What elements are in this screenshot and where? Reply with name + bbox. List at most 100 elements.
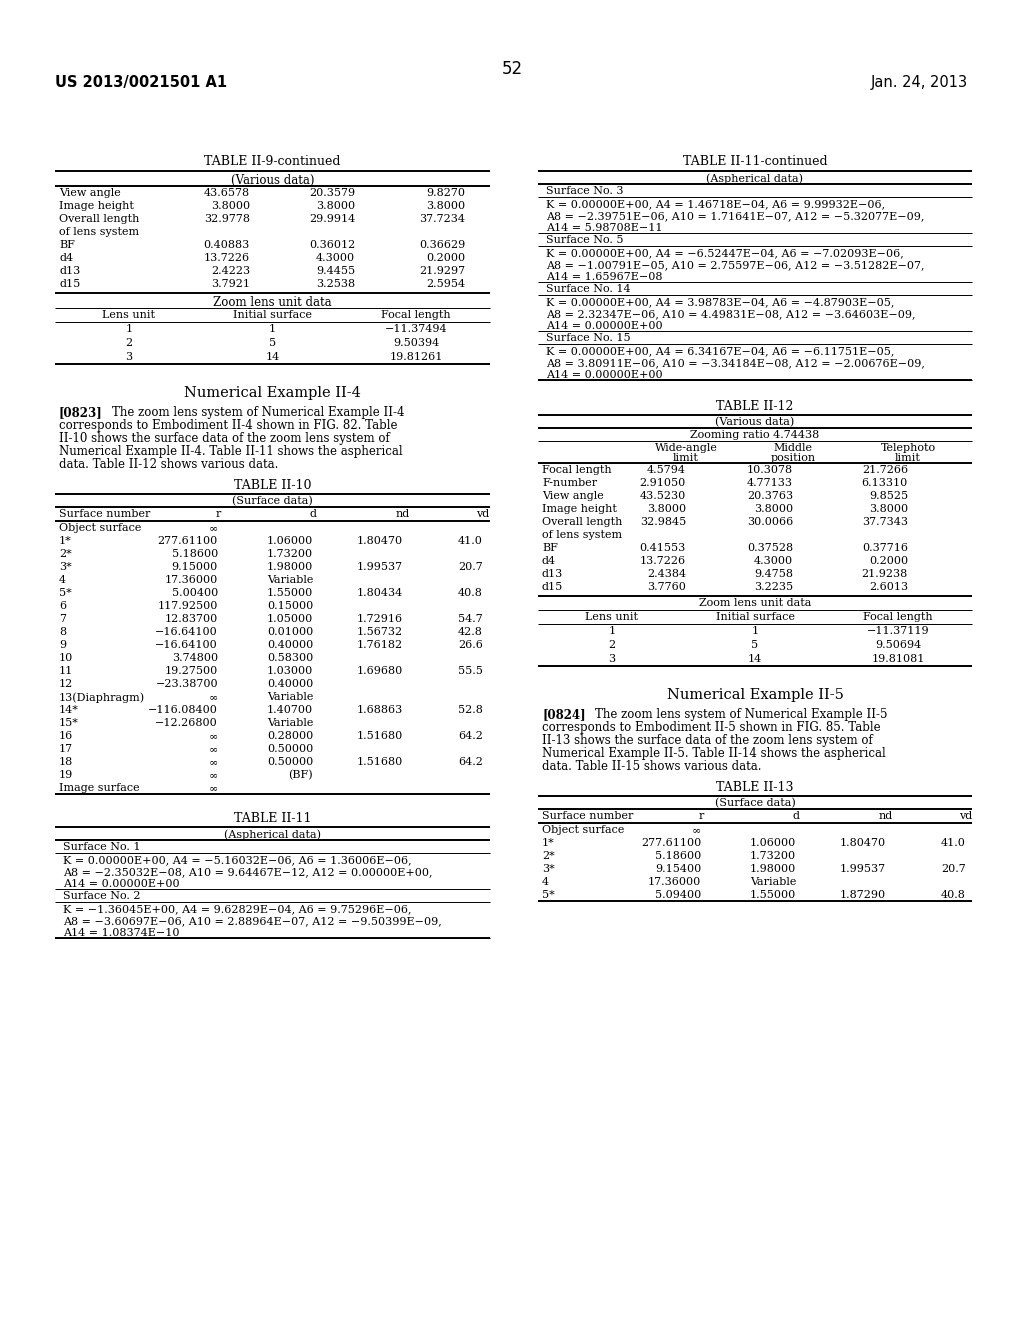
Text: 10.3078: 10.3078 xyxy=(746,465,793,475)
Text: 5.00400: 5.00400 xyxy=(172,587,218,598)
Text: 277.61100: 277.61100 xyxy=(158,536,218,546)
Text: Focal length: Focal length xyxy=(381,310,451,319)
Text: ∞: ∞ xyxy=(209,744,218,754)
Text: A14 = 1.65967E−08: A14 = 1.65967E−08 xyxy=(546,272,663,282)
Text: of lens system: of lens system xyxy=(59,227,139,238)
Text: A8 = 3.80911E−06, A10 = −3.34184E−08, A12 = −2.00676E−09,: A8 = 3.80911E−06, A10 = −3.34184E−08, A1… xyxy=(546,358,925,368)
Text: d: d xyxy=(793,810,800,821)
Text: (Aspherical data): (Aspherical data) xyxy=(224,829,321,840)
Text: 6: 6 xyxy=(59,601,67,611)
Text: 11: 11 xyxy=(59,667,74,676)
Text: Lens unit: Lens unit xyxy=(102,310,156,319)
Text: 9: 9 xyxy=(59,640,67,649)
Text: 21.7266: 21.7266 xyxy=(862,465,908,475)
Text: 1.98000: 1.98000 xyxy=(750,865,796,874)
Text: 3.8000: 3.8000 xyxy=(315,201,355,211)
Text: The zoom lens system of Numerical Example II-5: The zoom lens system of Numerical Exampl… xyxy=(580,708,888,721)
Text: ∞: ∞ xyxy=(209,783,218,793)
Text: 52.8: 52.8 xyxy=(458,705,483,715)
Text: Overall length: Overall length xyxy=(542,517,623,527)
Text: 19.81261: 19.81261 xyxy=(389,352,442,362)
Text: 0.58300: 0.58300 xyxy=(266,653,313,663)
Text: −23.38700: −23.38700 xyxy=(156,678,218,689)
Text: 20.7: 20.7 xyxy=(941,865,966,874)
Text: A14 = 0.00000E+00: A14 = 0.00000E+00 xyxy=(546,321,663,331)
Text: 13(Diaphragm): 13(Diaphragm) xyxy=(59,692,145,702)
Text: d4: d4 xyxy=(59,253,73,263)
Text: Middle: Middle xyxy=(773,444,812,453)
Text: Variable: Variable xyxy=(750,876,796,887)
Text: F-number: F-number xyxy=(542,478,597,488)
Text: 3.8000: 3.8000 xyxy=(211,201,250,211)
Text: 13.7226: 13.7226 xyxy=(640,556,686,566)
Text: 2.91050: 2.91050 xyxy=(640,478,686,488)
Text: 19: 19 xyxy=(59,770,74,780)
Text: 1.80434: 1.80434 xyxy=(356,587,403,598)
Text: d13: d13 xyxy=(59,267,80,276)
Text: −116.08400: −116.08400 xyxy=(148,705,218,715)
Text: 3: 3 xyxy=(125,352,132,362)
Text: 117.92500: 117.92500 xyxy=(158,601,218,611)
Text: 0.2000: 0.2000 xyxy=(426,253,465,263)
Text: Focal length: Focal length xyxy=(863,612,933,622)
Text: Image height: Image height xyxy=(59,201,134,211)
Text: 5.09400: 5.09400 xyxy=(654,890,701,900)
Text: 6.13310: 6.13310 xyxy=(862,478,908,488)
Text: Surface No. 5: Surface No. 5 xyxy=(546,235,624,246)
Text: Object surface: Object surface xyxy=(542,825,625,836)
Text: ∞: ∞ xyxy=(209,523,218,533)
Text: 277.61100: 277.61100 xyxy=(641,838,701,847)
Text: 14*: 14* xyxy=(59,705,79,715)
Text: A8 = 2.32347E−06, A10 = 4.49831E−08, A12 = −3.64603E−09,: A8 = 2.32347E−06, A10 = 4.49831E−08, A12… xyxy=(546,309,915,319)
Text: 54.7: 54.7 xyxy=(459,614,483,624)
Text: r: r xyxy=(215,510,221,519)
Text: Surface No. 15: Surface No. 15 xyxy=(546,333,631,343)
Text: K = 0.00000E+00, A4 = 1.46718E−04, A6 = 9.99932E−06,: K = 0.00000E+00, A4 = 1.46718E−04, A6 = … xyxy=(546,199,885,209)
Text: Numerical Example II-5: Numerical Example II-5 xyxy=(667,688,844,702)
Text: 19.81081: 19.81081 xyxy=(871,653,925,664)
Text: A14 = 5.98708E−11: A14 = 5.98708E−11 xyxy=(546,223,663,234)
Text: 4.5794: 4.5794 xyxy=(647,465,686,475)
Text: 0.50000: 0.50000 xyxy=(266,756,313,767)
Text: TABLE II-9-continued: TABLE II-9-continued xyxy=(204,154,341,168)
Text: 1.87290: 1.87290 xyxy=(840,890,886,900)
Text: TABLE II-10: TABLE II-10 xyxy=(233,479,311,492)
Text: TABLE II-11-continued: TABLE II-11-continued xyxy=(683,154,827,168)
Text: d4: d4 xyxy=(542,556,556,566)
Text: 5.18600: 5.18600 xyxy=(172,549,218,558)
Text: 20.7: 20.7 xyxy=(459,562,483,572)
Text: −11.37494: −11.37494 xyxy=(385,323,447,334)
Text: K = 0.00000E+00, A4 = −5.16032E−06, A6 = 1.36006E−06,: K = 0.00000E+00, A4 = −5.16032E−06, A6 =… xyxy=(63,855,412,865)
Text: 29.9914: 29.9914 xyxy=(309,214,355,224)
Text: TABLE II-12: TABLE II-12 xyxy=(717,400,794,413)
Text: 21.9238: 21.9238 xyxy=(862,569,908,579)
Text: 1.72916: 1.72916 xyxy=(357,614,403,624)
Text: 9.8525: 9.8525 xyxy=(869,491,908,502)
Text: Numerical Example II-5. Table II-14 shows the aspherical: Numerical Example II-5. Table II-14 show… xyxy=(542,747,886,760)
Text: 5*: 5* xyxy=(59,587,72,598)
Text: data. Table II-15 shows various data.: data. Table II-15 shows various data. xyxy=(542,760,762,774)
Text: 5: 5 xyxy=(269,338,276,348)
Text: Zoom lens unit data: Zoom lens unit data xyxy=(213,296,332,309)
Text: 41.0: 41.0 xyxy=(941,838,966,847)
Text: vd: vd xyxy=(476,510,489,519)
Text: Variable: Variable xyxy=(266,718,313,729)
Text: 37.7234: 37.7234 xyxy=(419,214,465,224)
Text: Variable: Variable xyxy=(266,576,313,585)
Text: Surface No. 2: Surface No. 2 xyxy=(63,891,140,902)
Text: (Various data): (Various data) xyxy=(716,417,795,428)
Text: 9.4455: 9.4455 xyxy=(315,267,355,276)
Text: −16.64100: −16.64100 xyxy=(156,640,218,649)
Text: Image surface: Image surface xyxy=(59,783,139,793)
Text: 0.40883: 0.40883 xyxy=(204,240,250,249)
Text: d: d xyxy=(309,510,316,519)
Text: 0.41553: 0.41553 xyxy=(640,543,686,553)
Text: 9.4758: 9.4758 xyxy=(754,569,793,579)
Text: 20.3579: 20.3579 xyxy=(309,187,355,198)
Text: 5: 5 xyxy=(752,640,759,649)
Text: d15: d15 xyxy=(542,582,563,591)
Text: Object surface: Object surface xyxy=(59,523,141,533)
Text: −16.64100: −16.64100 xyxy=(156,627,218,638)
Text: 0.2000: 0.2000 xyxy=(869,556,908,566)
Text: BF: BF xyxy=(59,240,75,249)
